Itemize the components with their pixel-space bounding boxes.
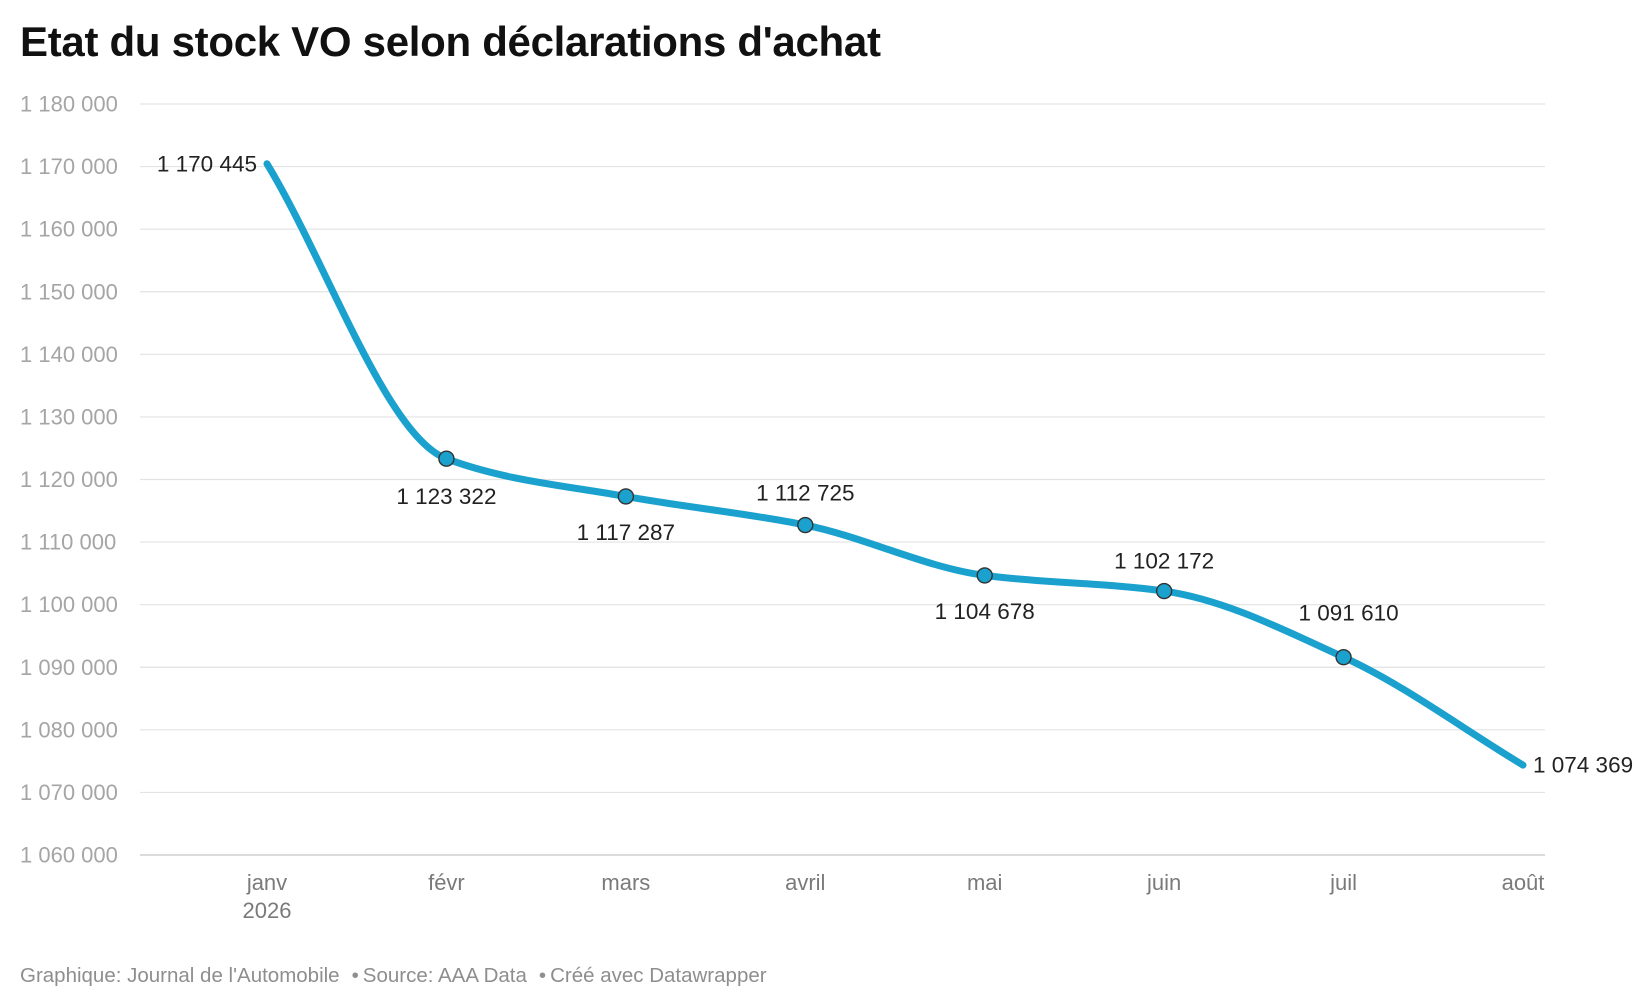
x-tick-label: janv [246, 870, 287, 895]
data-label: 1 112 725 [756, 481, 854, 506]
x-axis: janv 2026 févr mars avril mai juin juil août [243, 870, 1545, 923]
footer-separator: • [538, 964, 547, 987]
y-tick-label: 1 110 000 [20, 530, 116, 555]
y-tick-label: 1 100 000 [20, 592, 118, 617]
y-tick-label: 1 140 000 [20, 342, 118, 367]
x-tick-label: juil [1329, 870, 1357, 895]
series-layer [263, 160, 1527, 769]
line-chart: 1 060 000 1 070 000 1 080 000 1 090 000 1 10… [20, 92, 1633, 924]
y-tick-label: 1 060 000 [20, 843, 118, 868]
y-tick-label: 1 090 000 [20, 655, 118, 680]
chart-title: Etat du stock VO selon déclarations d'ac… [20, 18, 881, 65]
x-tick-label: juin [1146, 870, 1181, 895]
y-tick-label: 1 070 000 [20, 780, 118, 805]
y-tick-label: 1 180 000 [20, 92, 118, 117]
data-label: 1 091 610 [1299, 601, 1399, 626]
data-point [976, 567, 993, 584]
data-point [438, 450, 455, 467]
y-tick-label: 1 150 000 [20, 279, 118, 304]
data-label: 1 102 172 [1114, 549, 1214, 574]
y-tick-label: 1 130 000 [20, 404, 118, 429]
x-tick-label: avril [785, 870, 825, 895]
y-tick-label: 1 120 000 [20, 467, 118, 492]
x-tick-label: févr [428, 870, 465, 895]
footer-source: Source: AAA Data [362, 964, 527, 987]
data-labels: 1 170 445 1 123 322 1 117 287 1 112 725 1 10… [157, 151, 1633, 777]
data-label: 1 123 322 [396, 484, 496, 509]
x-tick-label: mai [967, 870, 1002, 895]
y-tick-label: 1 080 000 [20, 717, 118, 742]
data-point [1335, 648, 1352, 666]
footer-tool: Créé avec Datawrapper [550, 964, 767, 987]
chart-footer: Graphique: Journal de l'Automobile • Sourc… [20, 964, 767, 988]
data-point [617, 488, 635, 505]
x-tick-label: mars [601, 870, 650, 895]
data-label: 1 104 678 [935, 599, 1035, 624]
series-line [263, 160, 1527, 769]
data-label: 1 117 287 [577, 520, 675, 545]
footer-separator: • [351, 964, 359, 987]
data-label: 1 170 445 [157, 151, 257, 176]
gridlines [140, 103, 1545, 856]
data-label: 1 074 369 [1533, 753, 1633, 778]
data-point [797, 516, 814, 534]
footer-credit: Graphique: Journal de l'Automobile [20, 964, 340, 987]
y-tick-label: 1 160 000 [20, 217, 118, 242]
data-point [1155, 582, 1173, 600]
y-axis: 1 060 000 1 070 000 1 080 000 1 090 000 1 10… [20, 92, 118, 868]
x-tick-label: août [1502, 870, 1545, 895]
y-tick-label: 1 170 000 [20, 154, 118, 179]
x-tick-sublabel: 2026 [243, 898, 292, 923]
point-markers [438, 450, 1352, 666]
